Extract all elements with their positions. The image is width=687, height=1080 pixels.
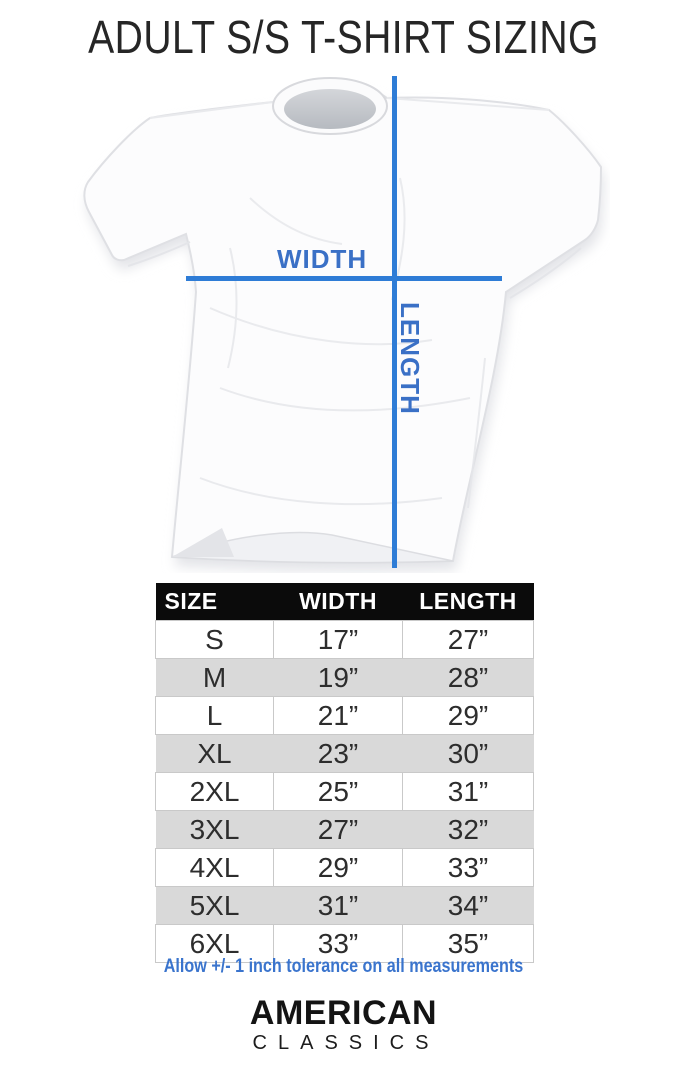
cell-length: 28” xyxy=(402,658,534,697)
cell-length: 30” xyxy=(402,734,534,773)
cell-length: 31” xyxy=(402,772,534,811)
cell-length: 35” xyxy=(402,924,534,963)
cell-size: 4XL xyxy=(155,848,274,887)
cell-length: 34” xyxy=(402,886,534,925)
tshirt-graphic xyxy=(83,77,605,572)
cell-size: XL xyxy=(155,734,274,773)
length-measure-line xyxy=(392,76,397,568)
cell-length: 27” xyxy=(402,620,534,659)
cell-width: 25” xyxy=(273,772,403,811)
cell-size: S xyxy=(155,620,274,659)
tolerance-note: Allow +/- 1 inch tolerance on all measur… xyxy=(163,956,524,977)
table-row: S 17” 27” xyxy=(155,620,534,659)
cell-width: 17” xyxy=(273,620,403,659)
cell-size: L xyxy=(155,696,274,735)
brand-logo: AMERICAN CLASSICS xyxy=(0,996,687,1054)
brand-name-top: AMERICAN xyxy=(249,994,438,1032)
cell-length: 33” xyxy=(402,848,534,887)
collar-opening xyxy=(284,89,376,129)
width-measure-line xyxy=(186,276,502,281)
cell-width: 31” xyxy=(273,886,403,925)
header-size: SIZE xyxy=(155,583,274,621)
cell-size: M xyxy=(155,658,274,697)
cell-width: 21” xyxy=(273,696,403,735)
table-row: 2XL 25” 31” xyxy=(155,772,534,811)
cell-width: 19” xyxy=(273,658,403,697)
cell-size: 2XL xyxy=(155,772,274,811)
cell-size: 6XL xyxy=(155,924,274,963)
table-row: 5XL 31” 34” xyxy=(155,886,534,925)
header-length: LENGTH xyxy=(402,583,534,621)
cell-length: 32” xyxy=(402,810,534,849)
table-row: 4XL 29” 33” xyxy=(155,848,534,887)
header-width: WIDTH xyxy=(273,583,403,621)
shirt-hem-fold xyxy=(171,531,454,564)
cell-length: 29” xyxy=(402,696,534,735)
cell-width: 33” xyxy=(273,924,403,963)
brand-name-bottom: CLASSICS xyxy=(252,1032,440,1054)
table-row: L 21” 29” xyxy=(155,696,534,735)
table-row: 3XL 27” 32” xyxy=(155,810,534,849)
shirt-wrinkles xyxy=(199,177,486,509)
length-label: LENGTH xyxy=(395,302,425,415)
cell-size: 5XL xyxy=(155,886,274,925)
page-title: ADULT S/S T-SHIRT SIZING xyxy=(88,11,599,63)
table-row: 6XL 33” 35” xyxy=(155,924,534,963)
table-row: M 19” 28” xyxy=(155,658,534,697)
cell-width: 27” xyxy=(273,810,403,849)
table-row: XL 23” 30” xyxy=(155,734,534,773)
cell-width: 29” xyxy=(273,848,403,887)
cell-width: 23” xyxy=(273,734,403,773)
cell-size: 3XL xyxy=(155,810,274,849)
size-table-header-row: SIZE WIDTH LENGTH xyxy=(155,583,534,621)
size-table: SIZE WIDTH LENGTH S 17” 27” M 19” 28” L … xyxy=(155,583,534,963)
width-label: WIDTH xyxy=(277,244,368,274)
shirt-body xyxy=(83,82,603,564)
